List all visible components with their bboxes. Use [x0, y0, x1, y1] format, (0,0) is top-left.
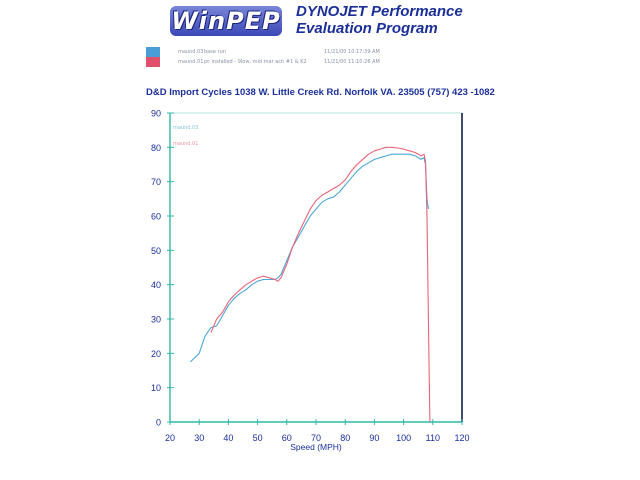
x-tick-label: 70: [311, 433, 321, 443]
legend-run-1: maund.03: [178, 49, 204, 55]
x-axis-title: Speed (MPH): [290, 442, 342, 452]
in-plot-series-label-1: maund.03: [173, 125, 198, 131]
title-line-1: DYNOJET Performance: [296, 3, 463, 20]
x-tick-label: 100: [396, 433, 411, 443]
legend-desc-1: base run: [204, 49, 226, 55]
program-title: DYNOJET Performance Evaluation Program: [296, 3, 463, 37]
legend-row-2: maund.01 pc installed - 9low, mid mar ac…: [146, 57, 446, 67]
run-legend: maund.03 base run 11/21/00 10:17:39 AM m…: [146, 47, 446, 67]
legend-date-2: 11/21/00 11:10:26 AM: [324, 59, 380, 65]
y-tick-label: 20: [151, 349, 161, 359]
y-tick-label: 10: [151, 383, 161, 393]
title-line-2: Evaluation Program: [296, 20, 438, 37]
legend-run-2: maund.01: [178, 59, 204, 65]
series-line-maund-01: [210, 146, 431, 423]
legend-date-1: 11/21/00 10:17:39 AM: [324, 49, 380, 55]
winpep-logo: WinPEP: [170, 6, 282, 36]
legend-desc-2: pc installed - 9low, mid mar ach #1 & K2: [204, 59, 307, 65]
x-tick-label: 30: [194, 433, 204, 443]
shop-info: D&D Import Cycles 1038 W. Little Creek R…: [146, 87, 495, 98]
y-tick-label: 80: [151, 143, 161, 153]
y-tick-label: 60: [151, 212, 161, 222]
x-tick-label: 50: [253, 433, 263, 443]
x-tick-label: 110: [426, 433, 440, 443]
x-tick-label: 60: [282, 433, 292, 443]
x-tick-label: 80: [340, 433, 350, 443]
x-tick-label: 90: [369, 433, 379, 443]
legend-swatch-2: [146, 57, 160, 67]
x-tick-label: 20: [165, 433, 175, 443]
legend-row-1: maund.03 base run 11/21/00 10:17:39 AM: [146, 47, 446, 57]
in-plot-series-label-2: maund.01: [173, 141, 198, 147]
y-tick-label: 40: [151, 280, 161, 290]
y-tick-label: 30: [151, 315, 161, 325]
y-tick-label: 0: [156, 418, 161, 428]
y-tick-label: 70: [151, 177, 161, 187]
series-line-maund-03: [190, 153, 429, 363]
y-tick-label: 90: [151, 109, 161, 119]
y-tick-label: 50: [151, 246, 161, 256]
x-tick-label: 120: [454, 433, 469, 443]
legend-swatch-1: [146, 47, 160, 57]
x-tick-label: 40: [223, 433, 233, 443]
